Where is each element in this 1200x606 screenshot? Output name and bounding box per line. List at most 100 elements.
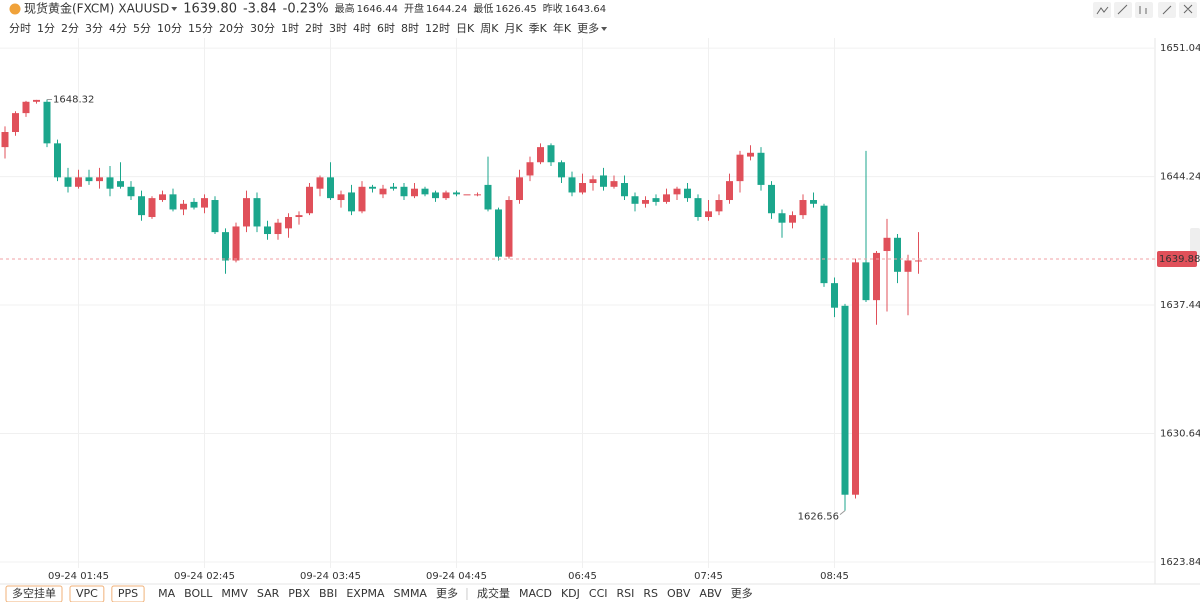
interval[interactable]: 1时 bbox=[281, 22, 299, 35]
dropdown-caret bbox=[601, 27, 608, 31]
collapse-handle[interactable] bbox=[1190, 228, 1200, 258]
indicator[interactable]: BOLL bbox=[184, 587, 213, 600]
candle-body bbox=[526, 162, 534, 176]
interval[interactable]: 10分 bbox=[157, 22, 182, 35]
interval[interactable]: 周K bbox=[480, 22, 499, 35]
candle-body bbox=[432, 192, 439, 199]
symbol: XAUUSD bbox=[118, 2, 169, 16]
interval[interactable]: 4分 bbox=[109, 22, 127, 35]
candle-body bbox=[505, 200, 513, 257]
candle-body bbox=[694, 198, 702, 218]
candle-body bbox=[663, 194, 670, 202]
interval[interactable]: 更多 bbox=[577, 21, 599, 35]
candle-body bbox=[1, 132, 9, 148]
indicator[interactable]: ABV bbox=[699, 587, 722, 600]
y-tick-label: 1644.24 bbox=[1160, 172, 1200, 183]
interval[interactable]: 6时 bbox=[377, 22, 395, 35]
interval[interactable]: 1分 bbox=[37, 22, 55, 35]
indicator[interactable]: MACD bbox=[519, 587, 552, 600]
interval[interactable]: 4时 bbox=[353, 22, 371, 35]
indicator[interactable]: PBX bbox=[288, 587, 310, 600]
interval[interactable]: 8时 bbox=[401, 22, 419, 35]
indicator[interactable]: BBI bbox=[319, 587, 337, 600]
indicator[interactable]: MMV bbox=[221, 587, 248, 600]
quote: 1639.80 bbox=[183, 2, 237, 17]
interval[interactable]: 12时 bbox=[425, 22, 450, 35]
interval[interactable]: 3时 bbox=[329, 22, 347, 35]
interval[interactable]: 2分 bbox=[61, 22, 79, 35]
candle-body bbox=[820, 205, 828, 284]
interval[interactable]: 分时 bbox=[9, 22, 31, 35]
candle-body bbox=[495, 209, 502, 257]
logo bbox=[9, 3, 21, 15]
indicator[interactable]: OBV bbox=[667, 587, 691, 600]
y-tick-label: 1637.44 bbox=[1160, 300, 1200, 311]
indicator[interactable]: 更多 bbox=[436, 586, 458, 600]
interval[interactable]: 月K bbox=[504, 22, 523, 35]
x-tick-label: 09-24 02:45 bbox=[174, 571, 235, 582]
candle-body bbox=[22, 101, 30, 114]
indicator[interactable]: KDJ bbox=[561, 587, 580, 600]
stat-label: 最低 bbox=[473, 2, 493, 15]
interval[interactable]: 30分 bbox=[250, 22, 275, 35]
icon[interactable] bbox=[1135, 2, 1153, 18]
y-tick-label: 1651.04 bbox=[1160, 43, 1200, 54]
candle-body bbox=[358, 186, 366, 212]
candle-body bbox=[348, 192, 355, 212]
interval[interactable]: 3分 bbox=[85, 22, 103, 35]
icon[interactable] bbox=[1114, 2, 1132, 18]
icon[interactable] bbox=[1179, 2, 1197, 18]
interval[interactable]: 年K bbox=[553, 21, 572, 35]
indicator[interactable]: 更多 bbox=[731, 586, 753, 600]
interval[interactable]: 日K bbox=[456, 22, 475, 35]
candle-body bbox=[852, 262, 859, 495]
dropdown-caret[interactable] bbox=[171, 7, 178, 11]
stat-value: 1644.24 bbox=[426, 4, 467, 15]
x-tick-label: 06:45 bbox=[568, 571, 597, 582]
quote: -0.23% bbox=[283, 2, 329, 17]
interval[interactable]: 季K bbox=[529, 22, 548, 35]
interval[interactable]: 15分 bbox=[188, 22, 213, 35]
min-label: 1626.56 bbox=[798, 512, 839, 523]
stat-label: 开盘 bbox=[404, 2, 424, 15]
title: 现货黄金(FXCM) bbox=[24, 1, 114, 16]
candle-body bbox=[484, 184, 492, 210]
candle-body bbox=[799, 200, 807, 216]
order-button[interactable]: PPS bbox=[118, 587, 138, 600]
candle-body bbox=[316, 177, 324, 189]
order-button[interactable]: 多空挂单 bbox=[12, 586, 56, 600]
toolbar-icons bbox=[1093, 2, 1197, 18]
indicator[interactable]: SMMA bbox=[393, 587, 427, 600]
candle-body bbox=[862, 262, 870, 301]
candle-body bbox=[841, 305, 849, 495]
indicator[interactable]: EXPMA bbox=[346, 587, 385, 600]
quote: -3.84 bbox=[243, 2, 277, 17]
candle-body bbox=[810, 200, 817, 204]
candle-body bbox=[295, 215, 303, 218]
indicator[interactable]: 成交量 bbox=[477, 586, 510, 600]
stat-label: 最高 bbox=[335, 2, 355, 15]
candle-body bbox=[327, 177, 334, 199]
candle-body bbox=[789, 215, 796, 223]
candle-body bbox=[64, 177, 72, 187]
candle-body bbox=[705, 211, 712, 218]
order-button[interactable]: VPC bbox=[76, 587, 98, 600]
indicator[interactable]: CCI bbox=[589, 587, 608, 600]
candle-body bbox=[390, 186, 397, 189]
candle-body bbox=[537, 147, 544, 163]
indicator[interactable]: RS bbox=[643, 587, 658, 600]
candle-body bbox=[715, 200, 723, 212]
candle-body bbox=[547, 145, 555, 163]
indicator[interactable]: SAR bbox=[257, 587, 280, 600]
interval[interactable]: 2时 bbox=[305, 22, 323, 35]
indicator[interactable]: MA bbox=[158, 587, 175, 600]
indicator[interactable]: RSI bbox=[617, 587, 635, 600]
candle-body bbox=[883, 237, 891, 252]
interval[interactable]: 20分 bbox=[219, 22, 244, 35]
candle-body bbox=[117, 181, 124, 187]
interval[interactable]: 5分 bbox=[133, 22, 151, 35]
candle-body bbox=[610, 181, 618, 187]
candle-body bbox=[243, 198, 250, 227]
candle-body bbox=[180, 203, 187, 210]
